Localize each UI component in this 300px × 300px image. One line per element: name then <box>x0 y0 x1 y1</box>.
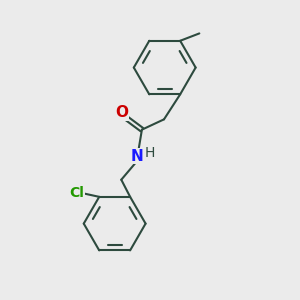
Text: Cl: Cl <box>70 186 85 200</box>
Text: O: O <box>115 105 128 120</box>
Text: N: N <box>131 149 144 164</box>
Text: H: H <box>145 146 155 160</box>
